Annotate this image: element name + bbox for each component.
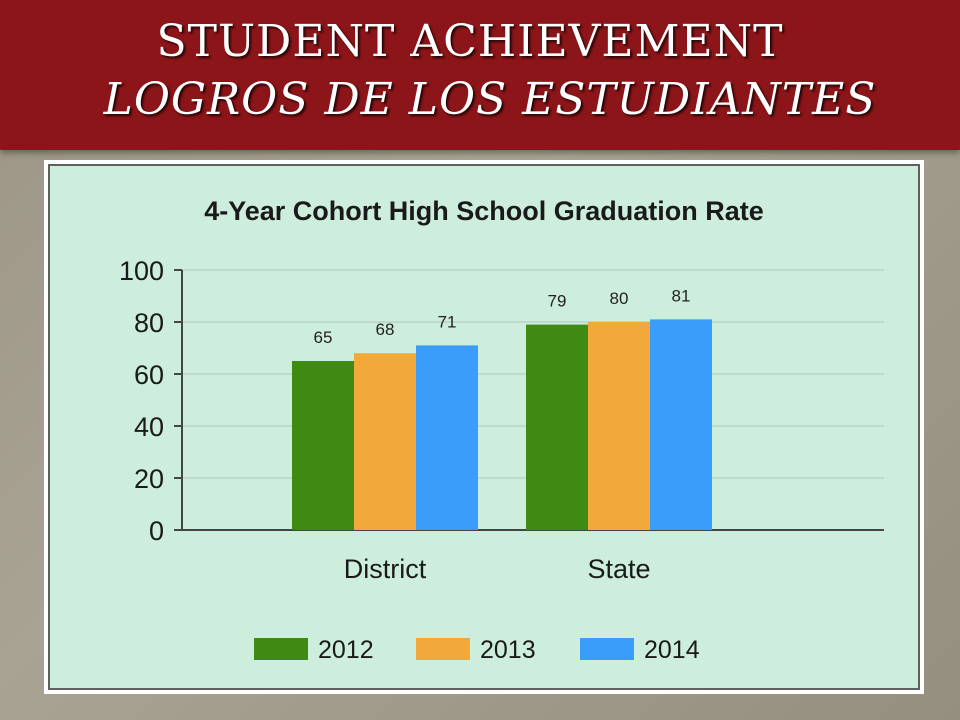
legend-label-2013: 2013 [480, 636, 536, 664]
slide-title: Student Achievement [156, 16, 784, 67]
bar-2013-district [354, 353, 416, 530]
legend-label-2014: 2014 [644, 636, 700, 664]
bar-2014-district [416, 345, 478, 530]
y-tick-label: 60 [134, 360, 164, 390]
bar-2013-state [588, 322, 650, 530]
data-label: 80 [610, 289, 629, 308]
bar-2014-state [650, 319, 712, 530]
data-label: 71 [438, 312, 457, 331]
x-tick-label: District [344, 554, 427, 584]
legend-swatch-2014 [580, 638, 634, 660]
chart-area: 4-Year Cohort High School Graduation Rat… [48, 164, 920, 690]
bar-chart: 4-Year Cohort High School Graduation Rat… [119, 196, 884, 664]
chart-title: 4-Year Cohort High School Graduation Rat… [204, 196, 764, 226]
legend-swatch-2013 [416, 638, 470, 660]
y-tick-label: 20 [134, 464, 164, 494]
title-banner: Student Achievement Logros de los Estudi… [0, 0, 960, 150]
data-label: 79 [548, 292, 567, 311]
data-label: 68 [376, 320, 395, 339]
y-tick-label: 80 [134, 308, 164, 338]
y-tick-label: 0 [149, 516, 164, 546]
y-tick-label: 100 [119, 256, 164, 286]
x-tick-label: State [587, 554, 650, 584]
data-label: 65 [314, 328, 333, 347]
slide-subtitle: Logros de los Estudiantes [103, 74, 877, 125]
legend-swatch-2012 [254, 638, 308, 660]
data-label: 81 [672, 286, 691, 305]
y-tick-label: 40 [134, 412, 164, 442]
chart-frame: 4-Year Cohort High School Graduation Rat… [44, 160, 924, 694]
bar-2012-state [526, 324, 588, 530]
bar-2012-district [292, 361, 354, 530]
legend-label-2012: 2012 [318, 636, 374, 664]
